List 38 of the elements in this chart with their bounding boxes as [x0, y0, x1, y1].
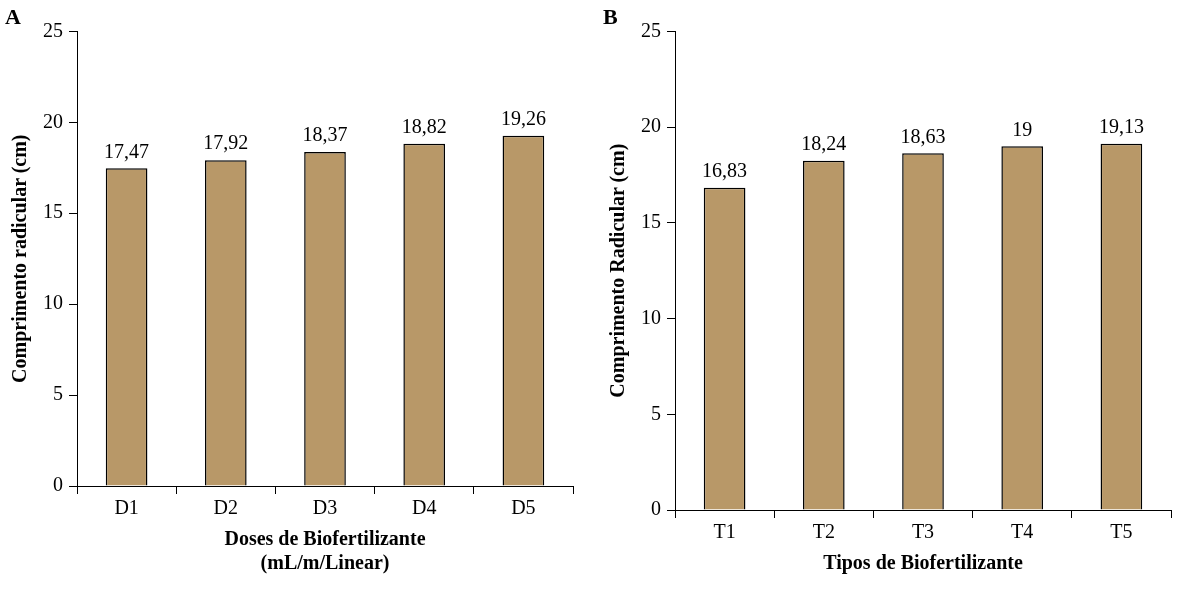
chart-title: A — [5, 3, 21, 29]
y-axis-title: Comprimento radicular (cm) — [8, 134, 32, 383]
x-tick-label: T3 — [911, 520, 935, 543]
data-label: 18,82 — [401, 115, 447, 138]
x-tick-label: D3 — [312, 496, 338, 519]
x-tick-label: D5 — [511, 496, 536, 519]
x-tick-label: T2 — [812, 520, 835, 543]
x-tick-label: T1 — [713, 520, 736, 543]
y-tick-label: 10 — [43, 291, 63, 314]
y-tick-label: 0 — [53, 473, 63, 496]
chart-title: B — [603, 3, 618, 29]
y-tick-label: 25 — [641, 18, 661, 41]
data-label: 18,63 — [900, 124, 946, 147]
y-tick-label: 5 — [651, 401, 661, 424]
x-axis-title: Doses de Biofertilizante (mL/m/Linear) — [224, 527, 426, 575]
data-label: 19,26 — [500, 107, 546, 130]
y-tick-label: 10 — [641, 305, 661, 328]
x-tick-label: D2 — [213, 496, 239, 519]
y-tick-label: 20 — [641, 114, 661, 137]
y-axis-title: Comprimento Radicular (cm) — [606, 143, 630, 398]
data-label: 18,24 — [801, 132, 847, 155]
data-label: 18,37 — [302, 123, 348, 146]
y-tick-label: 15 — [641, 210, 661, 233]
data-label: 19,13 — [1098, 115, 1144, 138]
x-tick-label: D4 — [411, 496, 437, 519]
y-tick-label: 5 — [53, 382, 63, 405]
data-label: 16,83 — [702, 159, 748, 182]
x-tick-label: T4 — [1011, 520, 1034, 543]
y-tick-label: 25 — [43, 18, 63, 41]
data-label: 17,47 — [104, 139, 150, 162]
x-tick-label: T5 — [1110, 520, 1133, 543]
data-label: 19 — [1012, 117, 1033, 140]
y-tick-label: 0 — [651, 497, 661, 520]
x-tick-label: D1 — [114, 496, 139, 519]
data-label: 17,92 — [203, 131, 249, 154]
x-axis-title: Tipos de Biofertilizante — [823, 551, 1023, 575]
y-tick-label: 20 — [43, 109, 63, 132]
y-tick-label: 15 — [43, 200, 63, 223]
